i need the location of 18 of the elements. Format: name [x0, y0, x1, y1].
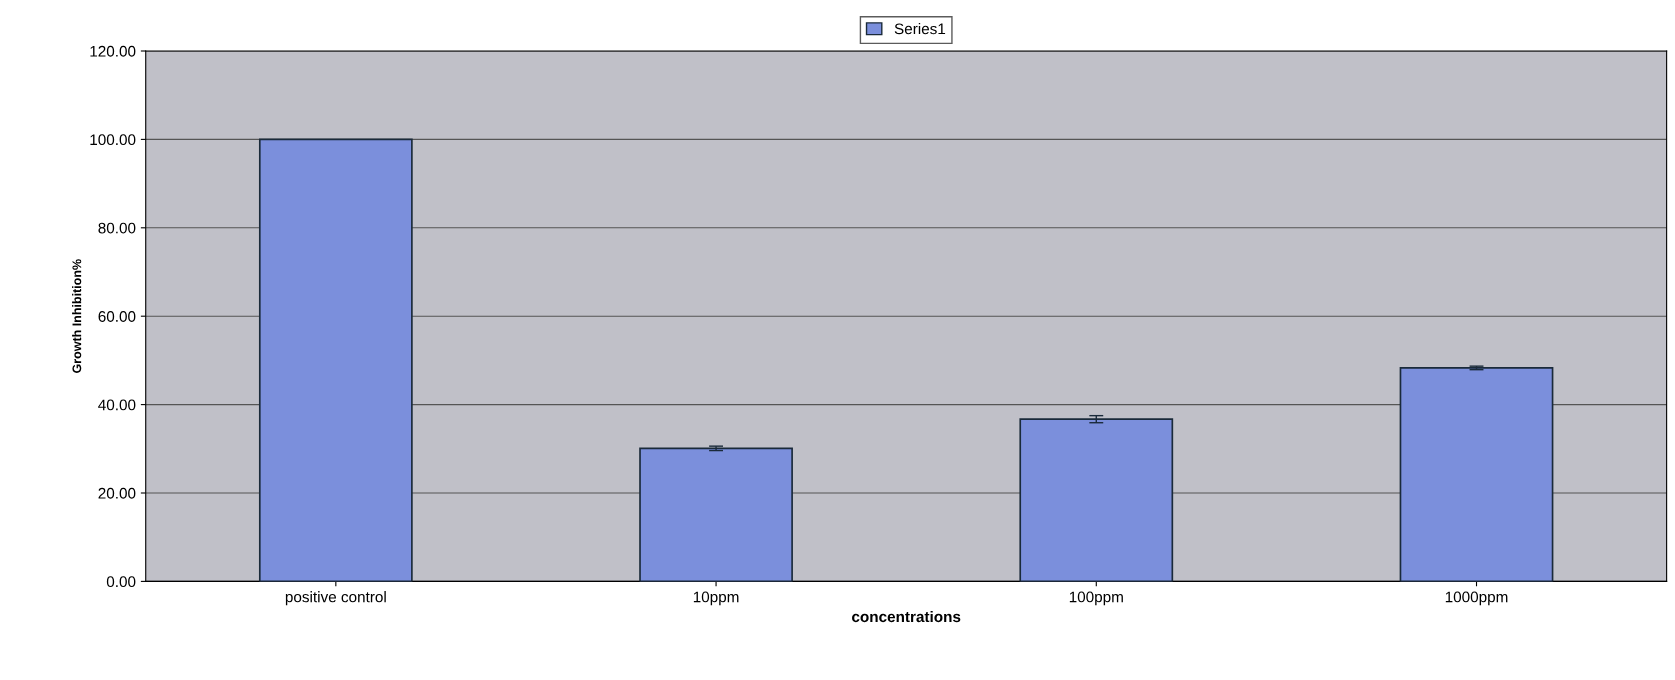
- bar: [1019, 418, 1174, 582]
- y-tick-label: 60.00: [98, 311, 136, 322]
- x-tick-label: 100ppm: [1069, 591, 1123, 606]
- y-tick-label: 0.00: [106, 576, 136, 588]
- y-axis-title: Growth Inhibition%: [72, 259, 82, 373]
- bar: [258, 138, 413, 582]
- y-tick-label: 40.00: [98, 399, 136, 411]
- x-tick-label: 1000ppm: [1445, 591, 1508, 606]
- bar: [1399, 367, 1554, 582]
- y-tick-label: 80.00: [98, 222, 136, 234]
- y-tick-label: 20.00: [98, 487, 136, 499]
- x-tick-label: positive control: [285, 591, 386, 606]
- x-axis-title: concentrations: [852, 610, 961, 623]
- x-tick-label: 10ppm: [693, 591, 739, 606]
- y-tick-label: 100.00: [90, 134, 136, 146]
- y-tick-label: 120.00: [90, 45, 136, 57]
- legend-label: Series1: [894, 23, 946, 35]
- bar: [639, 447, 793, 582]
